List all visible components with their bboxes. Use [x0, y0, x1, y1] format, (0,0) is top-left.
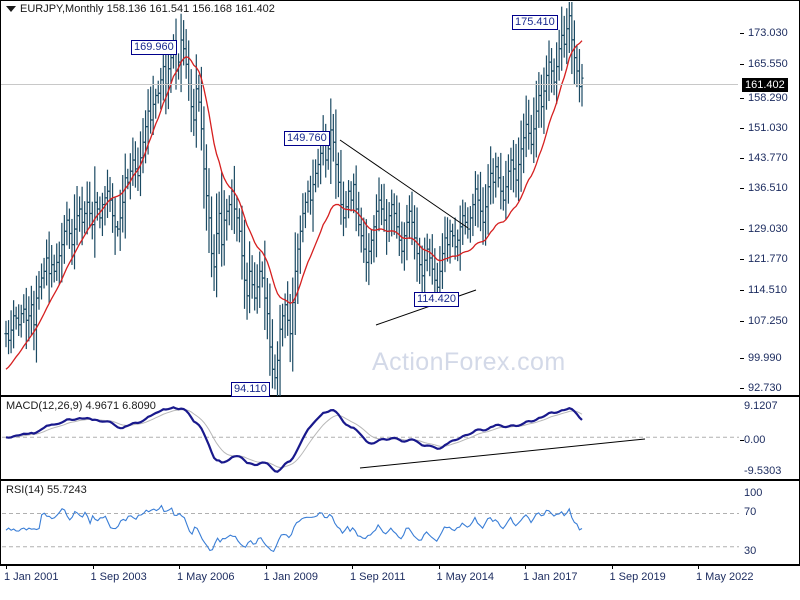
time-axis-label: 1 Jan 2017 — [523, 571, 578, 583]
price-axis-label: 143.770 — [748, 152, 788, 164]
time-axis-tick — [179, 565, 180, 569]
price-chart-svg — [4, 2, 584, 396]
annotation-175410[interactable]: 175.410 — [512, 15, 558, 30]
price-axis-tick — [740, 358, 744, 359]
time-axis-tick — [265, 565, 267, 569]
price-axis-label: 136.510 — [748, 182, 788, 194]
rsi-axis-label: 70 — [744, 506, 757, 518]
time-axis-label: 1 Sep 2019 — [609, 571, 666, 583]
macd-plot-area[interactable] — [2, 398, 739, 480]
price-axis-label: 92.730 — [748, 382, 782, 394]
macd-zero-tick — [740, 440, 744, 441]
price-axis-label: 173.030 — [748, 27, 788, 39]
price-plot-area[interactable] — [2, 2, 739, 396]
price-axis-label: 114.510 — [748, 284, 787, 296]
annotation-169960[interactable]: 169.960 — [131, 40, 177, 55]
symbol-header: EURJPY,Monthly 158.136 161.541 156.168 1… — [20, 3, 275, 15]
rsi-panel[interactable] — [0, 480, 800, 565]
price-axis-tick — [740, 388, 744, 389]
watermark: ActionForex.com — [372, 348, 566, 376]
time-axis-label: 1 May 2022 — [696, 571, 754, 583]
time-axis-tick — [611, 565, 613, 569]
time-axis: 1 Jan 2001 1 Sep 2003 1 May 2006 1 Jan 2009… — [0, 565, 800, 600]
time-axis-label: 1 Jan 2001 — [4, 571, 59, 583]
price-axis-tick — [740, 98, 744, 99]
rsi-chart-svg — [2, 504, 739, 553]
macd-axis-label: 0.00 — [744, 434, 766, 446]
price-axis-label: 99.990 — [748, 352, 782, 364]
rsi-axis-label: 30 — [744, 545, 757, 557]
time-axis-tick — [438, 565, 440, 569]
price-axis-tick — [740, 259, 744, 260]
time-axis-tick — [352, 565, 353, 569]
price-chart-panel[interactable] — [0, 0, 800, 396]
rsi-header: RSI(14) 55.7243 — [6, 484, 87, 496]
annotation-149760[interactable]: 149.760 — [284, 131, 330, 146]
annotation-114420[interactable]: 114.420 — [414, 292, 459, 307]
current-price-line — [1, 84, 738, 85]
macd-axis-label: 9.1207 — [744, 400, 778, 412]
rsi-plot-area[interactable] — [2, 482, 739, 565]
price-axis-tick — [740, 33, 744, 34]
time-axis-label: 1 May 2014 — [436, 571, 494, 583]
price-axis-tick — [740, 128, 744, 129]
time-axis-label: 1 May 2006 — [177, 571, 235, 583]
caret-down-icon[interactable] — [6, 6, 16, 12]
price-axis-label: 129.030 — [748, 223, 788, 235]
time-axis-rule — [0, 565, 800, 566]
price-axis-label: 151.030 — [748, 122, 788, 134]
price-axis-label: 107.250 — [748, 315, 788, 327]
macd-header: MACD(12,26,9) 4.9671 6.8090 — [6, 400, 156, 412]
time-axis-tick — [6, 565, 7, 569]
price-axis-tick — [740, 158, 744, 159]
time-axis-tick — [698, 565, 699, 569]
price-axis-tick — [740, 321, 744, 322]
price-axis-tick — [740, 188, 744, 189]
time-axis-tick — [92, 565, 94, 569]
price-axis-label: 158.290 — [748, 92, 788, 104]
time-axis-label: 1 Sep 2011 — [350, 571, 406, 583]
price-axis-tick — [740, 64, 744, 65]
time-axis-label: 1 Sep 2003 — [90, 571, 147, 583]
price-axis-label: 165.550 — [748, 58, 788, 70]
price-axis-label: 121.770 — [748, 253, 788, 265]
time-axis-tick — [525, 565, 526, 569]
price-axis-tick — [740, 229, 744, 230]
macd-chart-svg — [2, 406, 739, 473]
macd-panel[interactable] — [0, 396, 800, 480]
current-price-tag: 161.402 — [742, 78, 788, 92]
annotation-94110[interactable]: 94.110 — [231, 382, 270, 397]
macd-axis-label: -9.5303 — [744, 465, 782, 477]
price-axis-tick — [740, 290, 744, 291]
time-axis-label: 1 Jan 2009 — [263, 571, 318, 583]
rsi-axis-label: 100 — [744, 487, 763, 499]
